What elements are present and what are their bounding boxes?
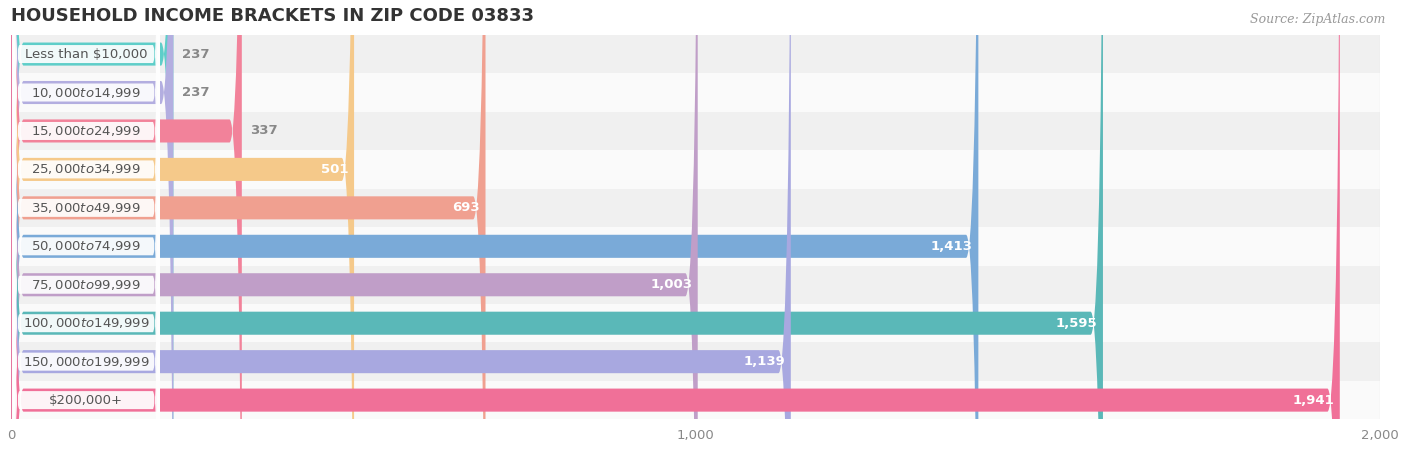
Text: 1,941: 1,941 (1292, 394, 1334, 407)
FancyBboxPatch shape (0, 189, 1406, 227)
FancyBboxPatch shape (13, 0, 160, 449)
FancyBboxPatch shape (11, 0, 697, 449)
FancyBboxPatch shape (11, 0, 979, 449)
Text: $50,000 to $74,999: $50,000 to $74,999 (31, 239, 141, 253)
FancyBboxPatch shape (13, 0, 160, 449)
Text: 501: 501 (321, 163, 349, 176)
Text: 1,003: 1,003 (650, 278, 692, 291)
FancyBboxPatch shape (11, 0, 1340, 449)
Text: 1,413: 1,413 (931, 240, 973, 253)
Text: $100,000 to $149,999: $100,000 to $149,999 (22, 316, 149, 330)
Text: 237: 237 (181, 48, 209, 61)
FancyBboxPatch shape (0, 112, 1406, 150)
FancyBboxPatch shape (11, 0, 173, 449)
FancyBboxPatch shape (11, 0, 1102, 449)
FancyBboxPatch shape (13, 0, 160, 449)
Text: 693: 693 (453, 201, 479, 214)
FancyBboxPatch shape (0, 227, 1406, 265)
FancyBboxPatch shape (11, 0, 173, 449)
FancyBboxPatch shape (0, 35, 1406, 73)
Text: Less than $10,000: Less than $10,000 (25, 48, 148, 61)
Text: 1,595: 1,595 (1056, 317, 1098, 330)
FancyBboxPatch shape (0, 304, 1406, 343)
FancyBboxPatch shape (13, 0, 160, 449)
FancyBboxPatch shape (0, 381, 1406, 419)
FancyBboxPatch shape (0, 343, 1406, 381)
Text: $200,000+: $200,000+ (49, 394, 124, 407)
Text: $15,000 to $24,999: $15,000 to $24,999 (31, 124, 141, 138)
Text: $150,000 to $199,999: $150,000 to $199,999 (22, 355, 149, 369)
FancyBboxPatch shape (0, 150, 1406, 189)
Text: $75,000 to $99,999: $75,000 to $99,999 (31, 278, 141, 292)
Text: $25,000 to $34,999: $25,000 to $34,999 (31, 163, 141, 176)
FancyBboxPatch shape (13, 0, 160, 449)
Text: Source: ZipAtlas.com: Source: ZipAtlas.com (1250, 13, 1385, 26)
FancyBboxPatch shape (11, 0, 790, 449)
FancyBboxPatch shape (13, 0, 160, 449)
Text: $10,000 to $14,999: $10,000 to $14,999 (31, 85, 141, 100)
Text: 1,139: 1,139 (744, 355, 786, 368)
Text: 337: 337 (250, 124, 277, 137)
Text: $35,000 to $49,999: $35,000 to $49,999 (31, 201, 141, 215)
FancyBboxPatch shape (11, 0, 242, 449)
FancyBboxPatch shape (13, 0, 160, 430)
FancyBboxPatch shape (0, 265, 1406, 304)
FancyBboxPatch shape (13, 0, 160, 449)
FancyBboxPatch shape (11, 0, 485, 449)
FancyBboxPatch shape (11, 0, 354, 449)
Text: HOUSEHOLD INCOME BRACKETS IN ZIP CODE 03833: HOUSEHOLD INCOME BRACKETS IN ZIP CODE 03… (11, 7, 534, 25)
FancyBboxPatch shape (0, 73, 1406, 112)
FancyBboxPatch shape (13, 0, 160, 449)
Text: 237: 237 (181, 86, 209, 99)
FancyBboxPatch shape (13, 25, 160, 449)
